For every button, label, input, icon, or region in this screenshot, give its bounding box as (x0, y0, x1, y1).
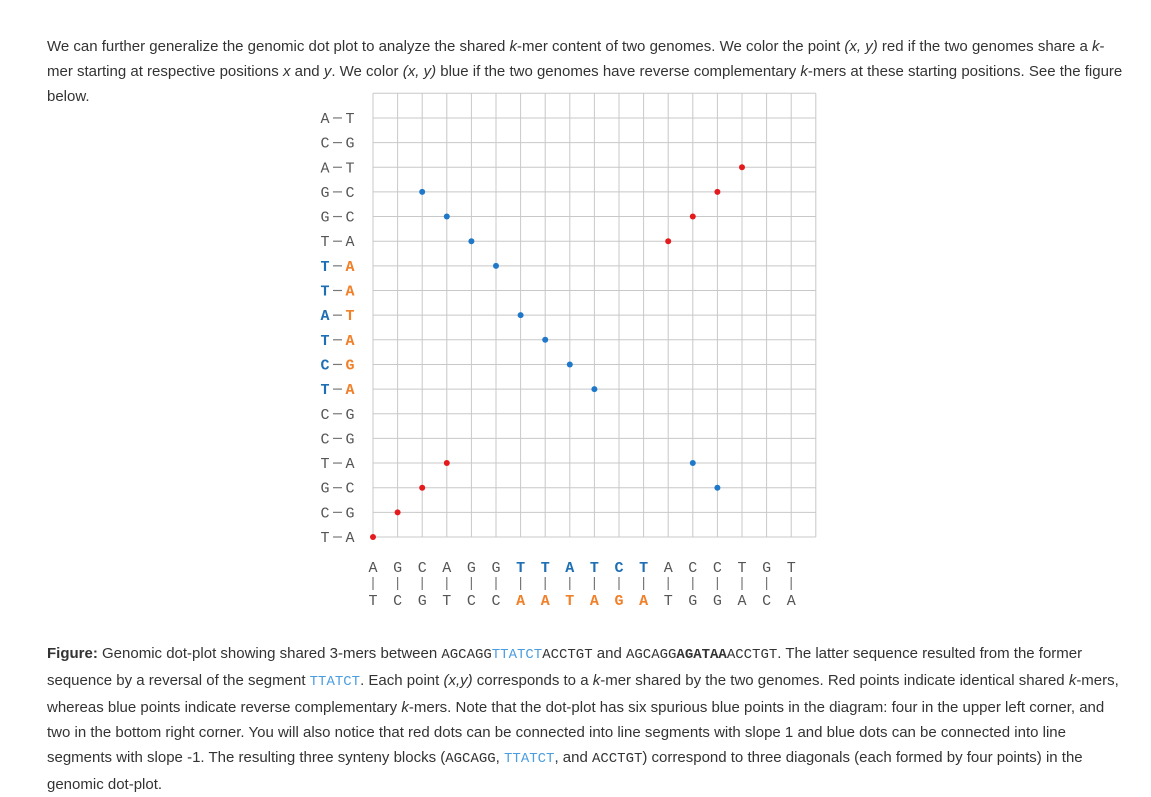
red-point (394, 509, 401, 516)
y-left-base-label: G (320, 210, 329, 227)
y-left-base-label: C (320, 357, 329, 374)
y-right-base-label: G (345, 136, 354, 153)
red-point (739, 164, 745, 171)
caption-label: Figure: (47, 645, 98, 662)
y-left-base-label: T (320, 530, 329, 547)
x-top-base-label: T (590, 560, 599, 577)
y-right-base-label: A (345, 456, 354, 473)
x-bottom-base-label: C (762, 593, 771, 610)
red-point (443, 460, 450, 467)
x-bottom-base-label: G (688, 593, 697, 610)
y-left-base-label: T (320, 456, 329, 473)
x-top-base-label: C (614, 560, 623, 577)
y-left-base-label: C (320, 136, 329, 153)
x-top-base-label: A (664, 560, 673, 577)
y-right-base-label: T (345, 308, 354, 325)
y-right-base-label: A (345, 259, 354, 276)
y-right-base-label: A (345, 530, 354, 547)
blue-point (468, 238, 475, 245)
x-top-base-label: T (737, 560, 746, 577)
y-right-base-label: A (345, 382, 354, 399)
y-right-base-label: T (345, 160, 354, 177)
y-right-base-label: A (345, 284, 354, 301)
y-left-base-label: T (320, 382, 329, 399)
x-bottom-base-label: A (590, 593, 599, 610)
x-top-base-label: T (541, 560, 550, 577)
x-bottom-base-label: A (737, 593, 746, 610)
y-left-base-label: T (320, 234, 329, 251)
x-top-base-label: G (393, 560, 402, 577)
y-right-base-label: A (345, 333, 354, 350)
y-left-base-label: G (320, 481, 329, 498)
y-left-base-label: A (320, 308, 329, 325)
x-top-base-label: G (491, 560, 500, 577)
figure-caption: Figure: Genomic dot-plot showing shared … (47, 645, 1119, 793)
x-bottom-base-label: A (541, 593, 550, 610)
x-top-base-label: T (639, 560, 648, 577)
blue-point (542, 336, 549, 343)
y-left-base-label: T (320, 284, 329, 301)
red-point (714, 188, 721, 195)
x-top-base-label: A (368, 560, 377, 577)
blue-point (689, 460, 696, 467)
blue-point (517, 312, 524, 319)
y-right-base-label: G (345, 505, 354, 522)
x-bottom-base-label: C (467, 593, 476, 610)
x-bottom-base-label: T (664, 593, 673, 610)
y-right-base-label: C (345, 481, 354, 498)
x-top-base-label: G (762, 560, 771, 577)
x-bottom-base-label: T (368, 593, 377, 610)
y-right-base-label: G (345, 431, 354, 448)
intro-paragraph: We can further generalize the genomic do… (47, 38, 1123, 105)
x-top-base-label: C (418, 560, 427, 577)
x-bottom-base-label: C (393, 593, 402, 610)
x-bottom-base-label: A (787, 593, 796, 610)
x-bottom-base-label: C (491, 593, 500, 610)
y-left-base-label: C (320, 431, 329, 448)
x-bottom-base-label: G (614, 593, 623, 610)
x-top-base-label: A (565, 560, 574, 577)
y-right-base-label: C (345, 210, 354, 227)
blue-point (714, 484, 721, 491)
red-point (419, 484, 426, 491)
y-left-base-label: T (320, 333, 329, 350)
x-top-base-label: C (713, 560, 722, 577)
x-top-base-label: T (787, 560, 796, 577)
y-left-base-label: A (320, 160, 329, 177)
x-bottom-base-label: A (639, 593, 648, 610)
blue-point (591, 386, 598, 393)
y-right-base-label: T (345, 111, 354, 128)
x-bottom-base-label: T (565, 593, 574, 610)
y-left-base-label: C (320, 407, 329, 424)
y-left-base-label: G (320, 185, 329, 202)
red-point (689, 213, 696, 220)
y-right-base-label: G (345, 357, 354, 374)
y-left-base-label: T (320, 259, 329, 276)
y-right-base-label: C (345, 185, 354, 202)
y-left-base-label: A (320, 111, 329, 128)
blue-point (419, 188, 426, 195)
x-bottom-base-label: T (442, 593, 451, 610)
x-bottom-base-label: G (713, 593, 722, 610)
y-right-base-label: G (345, 407, 354, 424)
x-top-base-label: A (442, 560, 451, 577)
blue-point (493, 262, 499, 269)
y-left-base-label: C (320, 505, 329, 522)
red-point (370, 534, 376, 540)
x-top-base-label: T (516, 560, 525, 577)
blue-point (566, 361, 573, 368)
x-bottom-base-label: A (516, 593, 525, 610)
y-right-base-label: A (345, 234, 354, 251)
x-top-base-label: G (467, 560, 476, 577)
red-point (665, 238, 672, 245)
blue-point (443, 213, 450, 220)
x-bottom-base-label: G (418, 593, 427, 610)
x-top-base-label: C (688, 560, 697, 577)
